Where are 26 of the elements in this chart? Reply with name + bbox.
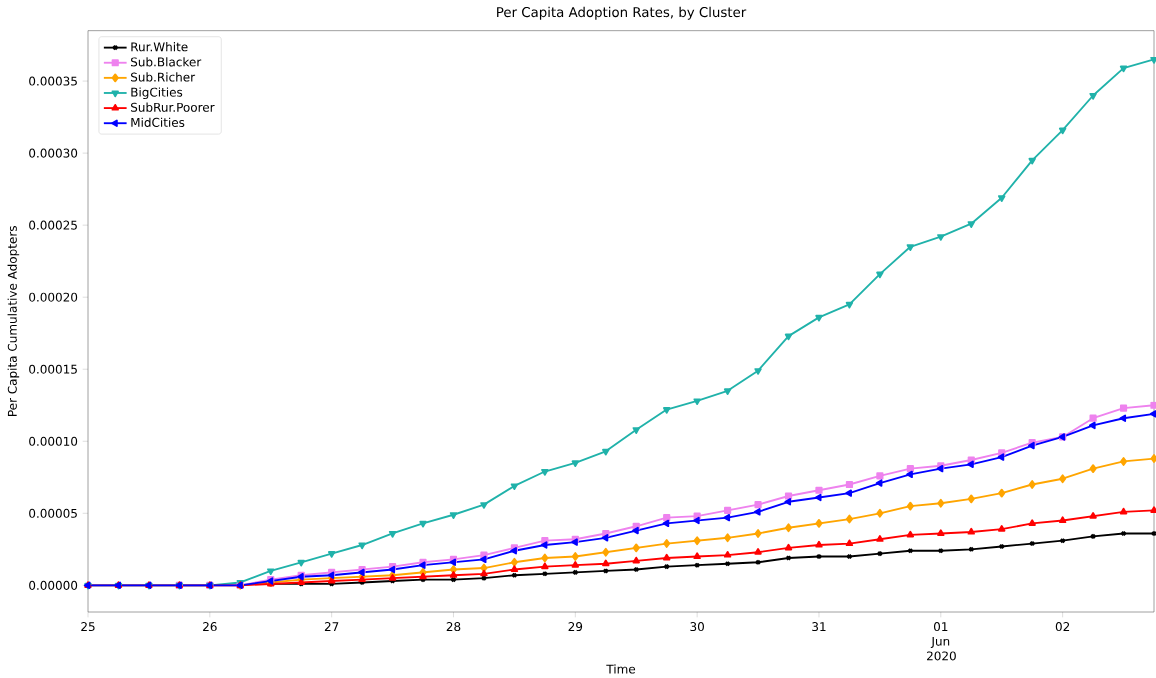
chart-title: Per Capita Adoption Rates, by Cluster	[497, 6, 747, 20]
x-tick-label: 01 Jun 2020	[927, 622, 956, 661]
y-tick-label: 0.00025	[29, 220, 77, 230]
x-tick-label: 29	[568, 622, 583, 632]
x-tick-label: 28	[446, 622, 461, 632]
legend-label: SubRur.Poorer	[131, 102, 215, 112]
x-tick-label: 26	[203, 622, 217, 632]
legend-label: MidCities	[131, 117, 185, 127]
y-tick-label: 0.00000	[29, 580, 78, 590]
y-axis-title: Per Capita Cumulative Adopters	[7, 226, 20, 416]
x-axis-title: Time	[606, 664, 636, 674]
y-tick-label: 0.00015	[29, 364, 77, 374]
legend-label: Sub.Richer	[131, 72, 196, 82]
x-tick-label: 30	[690, 622, 704, 632]
y-tick-label: 0.00030	[29, 148, 78, 158]
y-tick-label: 0.00020	[29, 292, 78, 302]
x-tick-label: 31	[812, 622, 826, 632]
legend-label: BigCities	[131, 87, 183, 100]
x-tick-label: 27	[324, 622, 339, 631]
legend-label: Sub.Blacker	[131, 57, 202, 67]
y-tick-label: 0.00035	[29, 76, 77, 86]
y-tick-label: 0.00005	[29, 508, 77, 518]
legend-label: Rur.White	[131, 42, 188, 52]
y-tick-label: 0.00010	[29, 436, 78, 446]
x-tick-label: 02	[1055, 622, 1070, 632]
x-tick-label: 25	[81, 622, 95, 632]
